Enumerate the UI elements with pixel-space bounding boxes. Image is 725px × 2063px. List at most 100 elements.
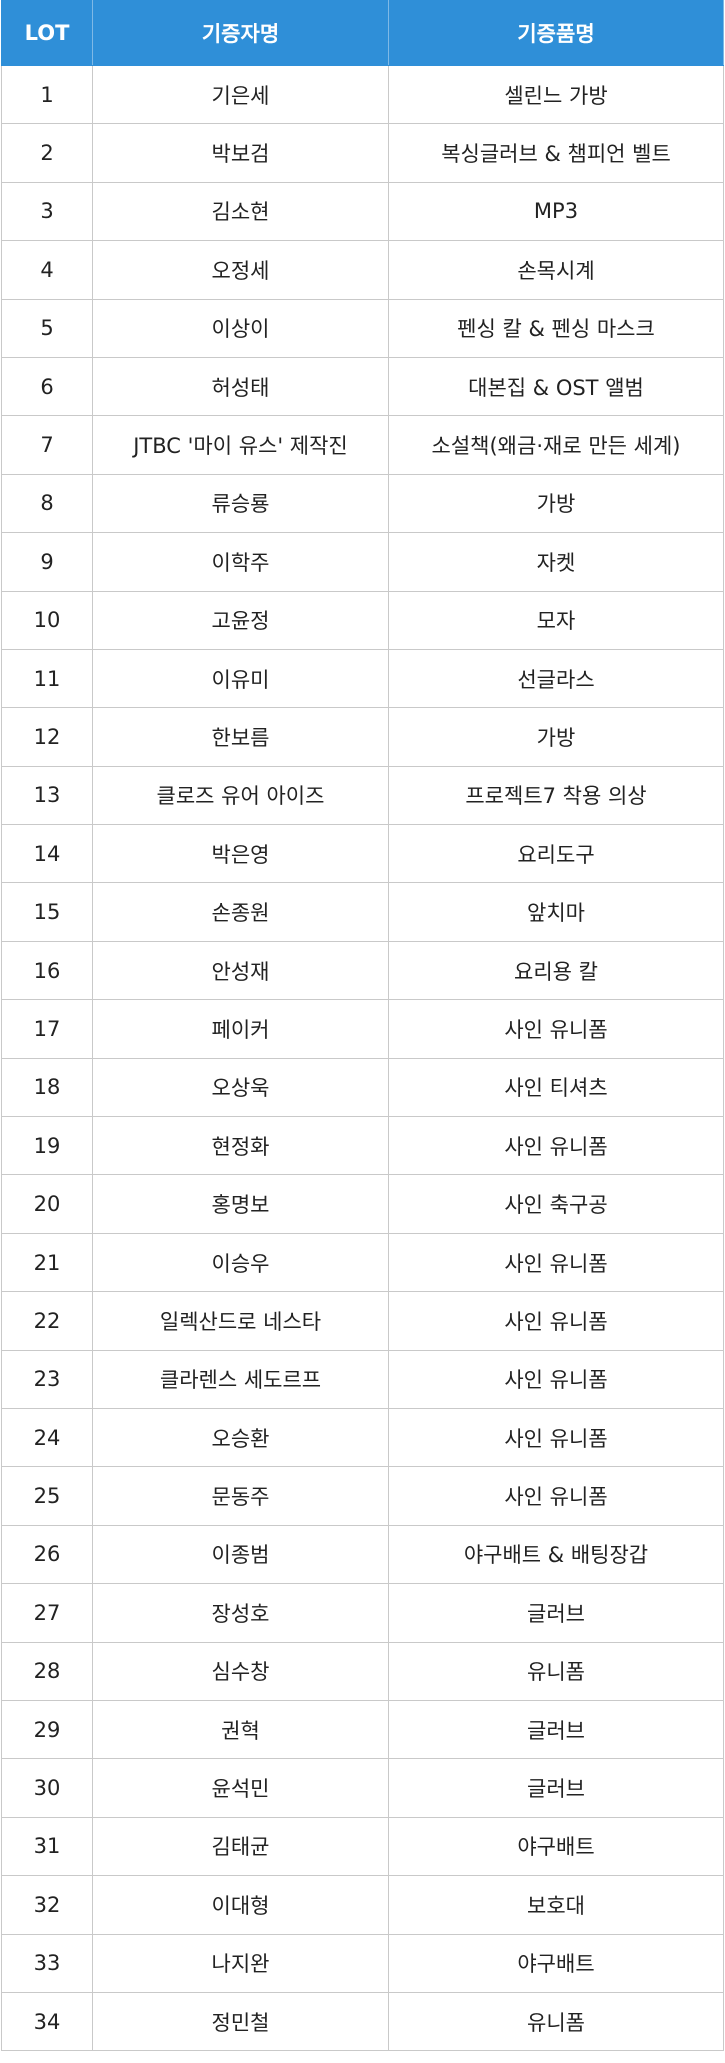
item-cell: 셀린느 가방 — [388, 64, 724, 125]
donor-cell: 고윤정 — [92, 590, 389, 650]
table-row: 17 페이커 사인 유니폼 — [1, 999, 724, 1059]
donor-cell: 클라렌스 세도르프 — [92, 1349, 389, 1409]
donor-cell: 이유미 — [92, 648, 389, 709]
donor-cell: 권혁 — [92, 1699, 389, 1760]
table-row: 30 윤석민 글러브 — [1, 1758, 724, 1818]
lot-cell: 3 — [1, 181, 93, 242]
lot-cell: 1 — [1, 64, 93, 125]
table-row: 20 홍명보 사인 축구공 — [1, 1174, 724, 1234]
table-row: 13 클로즈 유어 아이즈 프로젝트7 착용 의상 — [1, 765, 724, 826]
header-cell: 기증자명 — [92, 0, 389, 66]
lot-cell: 25 — [1, 1466, 93, 1526]
donor-cell: 정민철 — [92, 1991, 389, 2052]
table-row: 28 심수창 유니폼 — [1, 1641, 724, 1701]
item-cell: 대본집 & OST 앨범 — [388, 356, 724, 417]
item-cell: 사인 유니폼 — [388, 1232, 724, 1293]
table-row: 8 류승룡 가방 — [1, 473, 724, 534]
donor-cell: 홍명보 — [92, 1174, 389, 1234]
donor-cell: 안성재 — [92, 940, 389, 1001]
table-row: 33 나지완 야구배트 — [1, 1933, 724, 1993]
table-row: 26 이종범 야구배트 & 배팅장갑 — [1, 1524, 724, 1585]
item-cell: 사인 유니폼 — [388, 1407, 724, 1468]
donor-cell: 장성호 — [92, 1583, 389, 1643]
donor-cell: 이상이 — [92, 298, 389, 358]
lot-cell: 34 — [1, 1991, 93, 2052]
donor-cell: 이종범 — [92, 1524, 389, 1585]
table-row: 32 이대형 보호대 — [1, 1875, 724, 1935]
item-cell: 유니폼 — [388, 1641, 724, 1701]
lot-cell: 5 — [1, 298, 93, 358]
lot-cell: 21 — [1, 1232, 93, 1293]
table-row: 21 이승우 사인 유니폼 — [1, 1232, 724, 1293]
item-cell: 글러브 — [388, 1583, 724, 1643]
lot-cell: 32 — [1, 1875, 93, 1935]
donor-cell: JTBC '마이 유스' 제작진 — [92, 415, 389, 475]
header-cell: LOT — [1, 0, 93, 66]
item-cell: 요리도구 — [388, 824, 724, 884]
lot-cell: 7 — [1, 415, 93, 475]
table-row: 6 허성태 대본집 & OST 앨범 — [1, 356, 724, 417]
lot-cell: 20 — [1, 1174, 93, 1234]
table-row: 10 고윤정 모자 — [1, 590, 724, 650]
table-row: 14 박은영 요리도구 — [1, 824, 724, 884]
donor-cell: 페이커 — [92, 999, 389, 1059]
lot-cell: 27 — [1, 1583, 93, 1643]
lot-cell: 13 — [1, 765, 93, 826]
item-cell: 유니폼 — [388, 1991, 724, 2052]
table-row: 19 현정화 사인 유니폼 — [1, 1116, 724, 1176]
item-cell: 보호대 — [388, 1875, 724, 1935]
item-cell: 요리용 칼 — [388, 940, 724, 1001]
lot-cell: 29 — [1, 1699, 93, 1760]
lot-cell: 11 — [1, 648, 93, 709]
lot-cell: 8 — [1, 473, 93, 534]
lot-cell: 31 — [1, 1816, 93, 1877]
item-cell: 사인 유니폼 — [388, 1349, 724, 1409]
lot-cell: 23 — [1, 1349, 93, 1409]
lot-cell: 22 — [1, 1291, 93, 1351]
donor-cell: 이승우 — [92, 1232, 389, 1293]
table-row: 29 권혁 글러브 — [1, 1699, 724, 1760]
table-row: 23 클라렌스 세도르프 사인 유니폼 — [1, 1349, 724, 1409]
item-cell: 자켓 — [388, 532, 724, 592]
lot-cell: 17 — [1, 999, 93, 1059]
donor-cell: 기은세 — [92, 64, 389, 125]
item-cell: 가방 — [388, 707, 724, 767]
lot-cell: 30 — [1, 1758, 93, 1818]
header-row: LOT 기증자명 기증품명 — [1, 0, 724, 66]
donor-cell: 오정세 — [92, 240, 389, 300]
donor-cell: 오승환 — [92, 1407, 389, 1468]
item-cell: 손목시계 — [388, 240, 724, 300]
table-row: 1 기은세 셀린느 가방 — [1, 64, 724, 125]
lot-cell: 26 — [1, 1524, 93, 1585]
table-row: 25 문동주 사인 유니폼 — [1, 1466, 724, 1526]
lot-cell: 15 — [1, 882, 93, 942]
table-row: 11 이유미 선글라스 — [1, 648, 724, 709]
lot-cell: 14 — [1, 824, 93, 884]
table-row: 5 이상이 펜싱 칼 & 펜싱 마스크 — [1, 298, 724, 358]
table-row: 16 안성재 요리용 칼 — [1, 940, 724, 1001]
table-row: 4 오정세 손목시계 — [1, 240, 724, 300]
donor-cell: 오상욱 — [92, 1057, 389, 1118]
donor-cell: 클로즈 유어 아이즈 — [92, 765, 389, 826]
donor-cell: 일렉산드로 네스타 — [92, 1291, 389, 1351]
item-cell: 사인 축구공 — [388, 1174, 724, 1234]
item-cell: 야구배트 & 배팅장갑 — [388, 1524, 724, 1585]
lot-cell: 12 — [1, 707, 93, 767]
item-cell: 선글라스 — [388, 648, 724, 709]
item-cell: 프로젝트7 착용 의상 — [388, 765, 724, 826]
item-cell: MP3 — [388, 181, 724, 242]
lot-cell: 6 — [1, 356, 93, 417]
donor-cell: 한보름 — [92, 707, 389, 767]
table-row: 2 박보검 복싱글러브 & 챔피언 벨트 — [1, 123, 724, 183]
table-body: 1 기은세 셀린느 가방 2 박보검 복싱글러브 & 챔피언 벨트 3 김소현 MP3 4 오정세 손… — [1, 64, 724, 2052]
item-cell: 야구배트 — [388, 1933, 724, 1993]
item-cell: 펜싱 칼 & 펜싱 마스크 — [388, 298, 724, 358]
table-row: 9 이학주 자켓 — [1, 532, 724, 592]
donor-cell: 나지완 — [92, 1933, 389, 1993]
item-cell: 사인 유니폼 — [388, 1291, 724, 1351]
donor-cell: 이대형 — [92, 1875, 389, 1935]
lot-cell: 18 — [1, 1057, 93, 1118]
table-row: 27 장성호 글러브 — [1, 1583, 724, 1643]
lot-cell: 4 — [1, 240, 93, 300]
